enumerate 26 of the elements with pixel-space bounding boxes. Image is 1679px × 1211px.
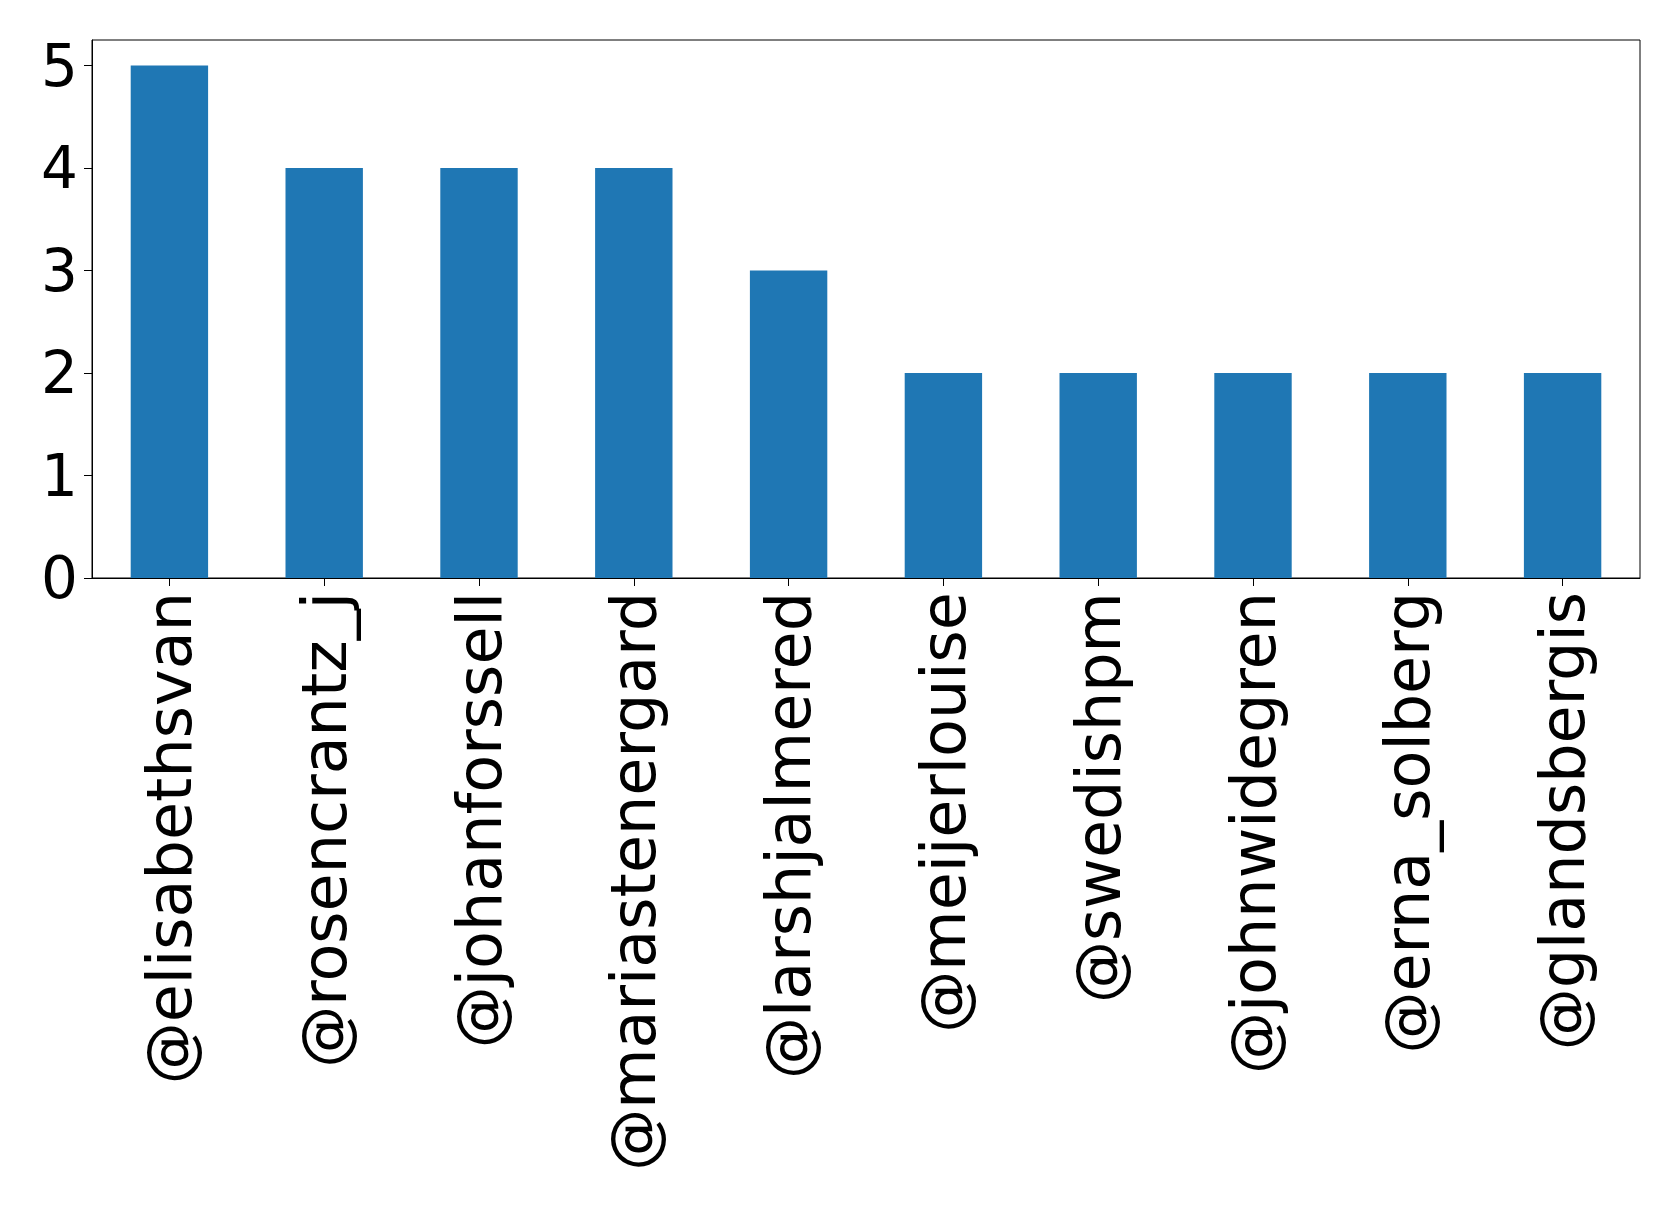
x-tick-label: @erna_solberg [1371, 592, 1445, 1054]
bar [285, 168, 363, 578]
x-tick-label: @glandsbergis [1526, 592, 1600, 1051]
x-tick-label: @rosencrantz_j [287, 592, 361, 1068]
x-tick-label: @johanforssell [442, 592, 516, 1049]
y-tick-label: 3 [41, 236, 78, 305]
x-tick-label: @mariastenergard [597, 592, 671, 1171]
bar [1369, 373, 1447, 578]
y-tick-label: 2 [41, 339, 78, 408]
y-tick-label: 5 [41, 31, 78, 100]
bar [130, 65, 209, 578]
x-tick-label: @meijerlouise [906, 592, 980, 1033]
bar [749, 270, 828, 578]
y-tick-label: 4 [41, 134, 78, 203]
bar [904, 373, 983, 578]
x-tick-label: @swedishpm [1061, 592, 1135, 1004]
x-tick-label: @johnwidegren [1216, 592, 1290, 1075]
y-tick-label: 0 [41, 544, 78, 612]
x-tick-label: @larshjalmered [752, 592, 826, 1079]
bar [1523, 373, 1602, 578]
y-tick-label: 1 [41, 441, 78, 510]
x-tick-label: @elisabethsvan [132, 592, 206, 1085]
bar [440, 168, 518, 578]
bar [1059, 373, 1137, 578]
bar [595, 168, 673, 578]
bar [1214, 373, 1292, 578]
